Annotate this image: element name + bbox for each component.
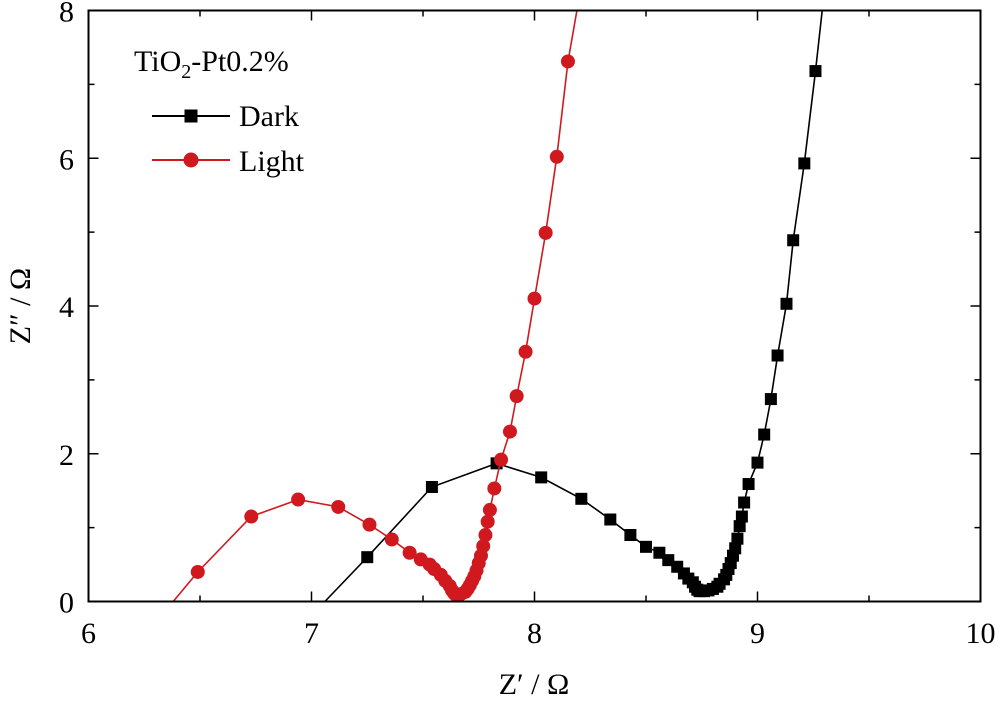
y-tick-label: 0 [59,587,74,620]
y-axis-label: Z″ / Ω [4,268,37,344]
data-point [538,225,553,240]
data-point [384,532,399,547]
y-tick-label: 4 [59,291,74,324]
data-point [798,157,811,170]
legend-dark-marker [184,109,198,123]
legend: TiO2-Pt0.2% Dark Light [134,45,305,178]
data-point [733,520,746,533]
data-point [425,480,438,493]
data-point [809,65,822,78]
data-point [764,393,777,406]
data-point [476,539,491,554]
data-point [535,471,548,484]
data-point [758,428,771,441]
data-point [527,291,542,306]
data-point [575,492,588,505]
data-point [549,149,564,164]
data-point [362,517,377,532]
data-point [742,478,755,491]
series-dark [324,10,823,603]
data-point [478,528,493,543]
x-tick-label: 7 [304,617,319,650]
data-point [771,349,784,362]
data-point [502,424,517,439]
axis-ticks [87,9,982,603]
data-point [190,564,205,579]
data-point [560,54,575,69]
data-point [509,389,524,404]
light-line [172,10,578,603]
plot-frame [87,9,982,603]
series-layer [172,10,823,603]
data-point [494,452,509,467]
y-tick-label: 6 [59,143,74,176]
data-point [640,540,652,553]
data-point [787,234,800,247]
x-tick-label: 9 [750,617,765,650]
data-point [780,297,793,310]
legend-light-label: Light [239,145,305,178]
data-point [518,344,533,359]
data-point [487,481,502,496]
data-point [624,529,637,542]
tick-labels: 6 7 8 9 10 0 2 4 6 8 [59,0,996,650]
x-tick-label: 10 [966,617,996,650]
data-point [482,502,497,517]
legend-light-marker [183,152,199,168]
data-point [291,492,306,507]
y-tick-label: 8 [59,0,74,29]
data-point [361,551,374,564]
data-point [604,513,617,526]
data-point [729,542,742,555]
y-tick-label: 2 [59,439,74,472]
x-tick-label: 6 [81,617,96,650]
data-point [751,456,764,469]
series-light [172,10,578,603]
data-point [402,545,417,560]
x-tick-label: 8 [527,617,542,650]
data-point [480,514,495,529]
data-point [738,496,751,509]
legend-dark-label: Dark [239,100,299,133]
data-point [244,509,259,524]
x-axis-label: Z′ / Ω [499,668,570,701]
legend-title: TiO2-Pt0.2% [134,45,289,83]
data-point [735,510,748,523]
data-point [731,532,744,545]
data-point [331,499,346,514]
